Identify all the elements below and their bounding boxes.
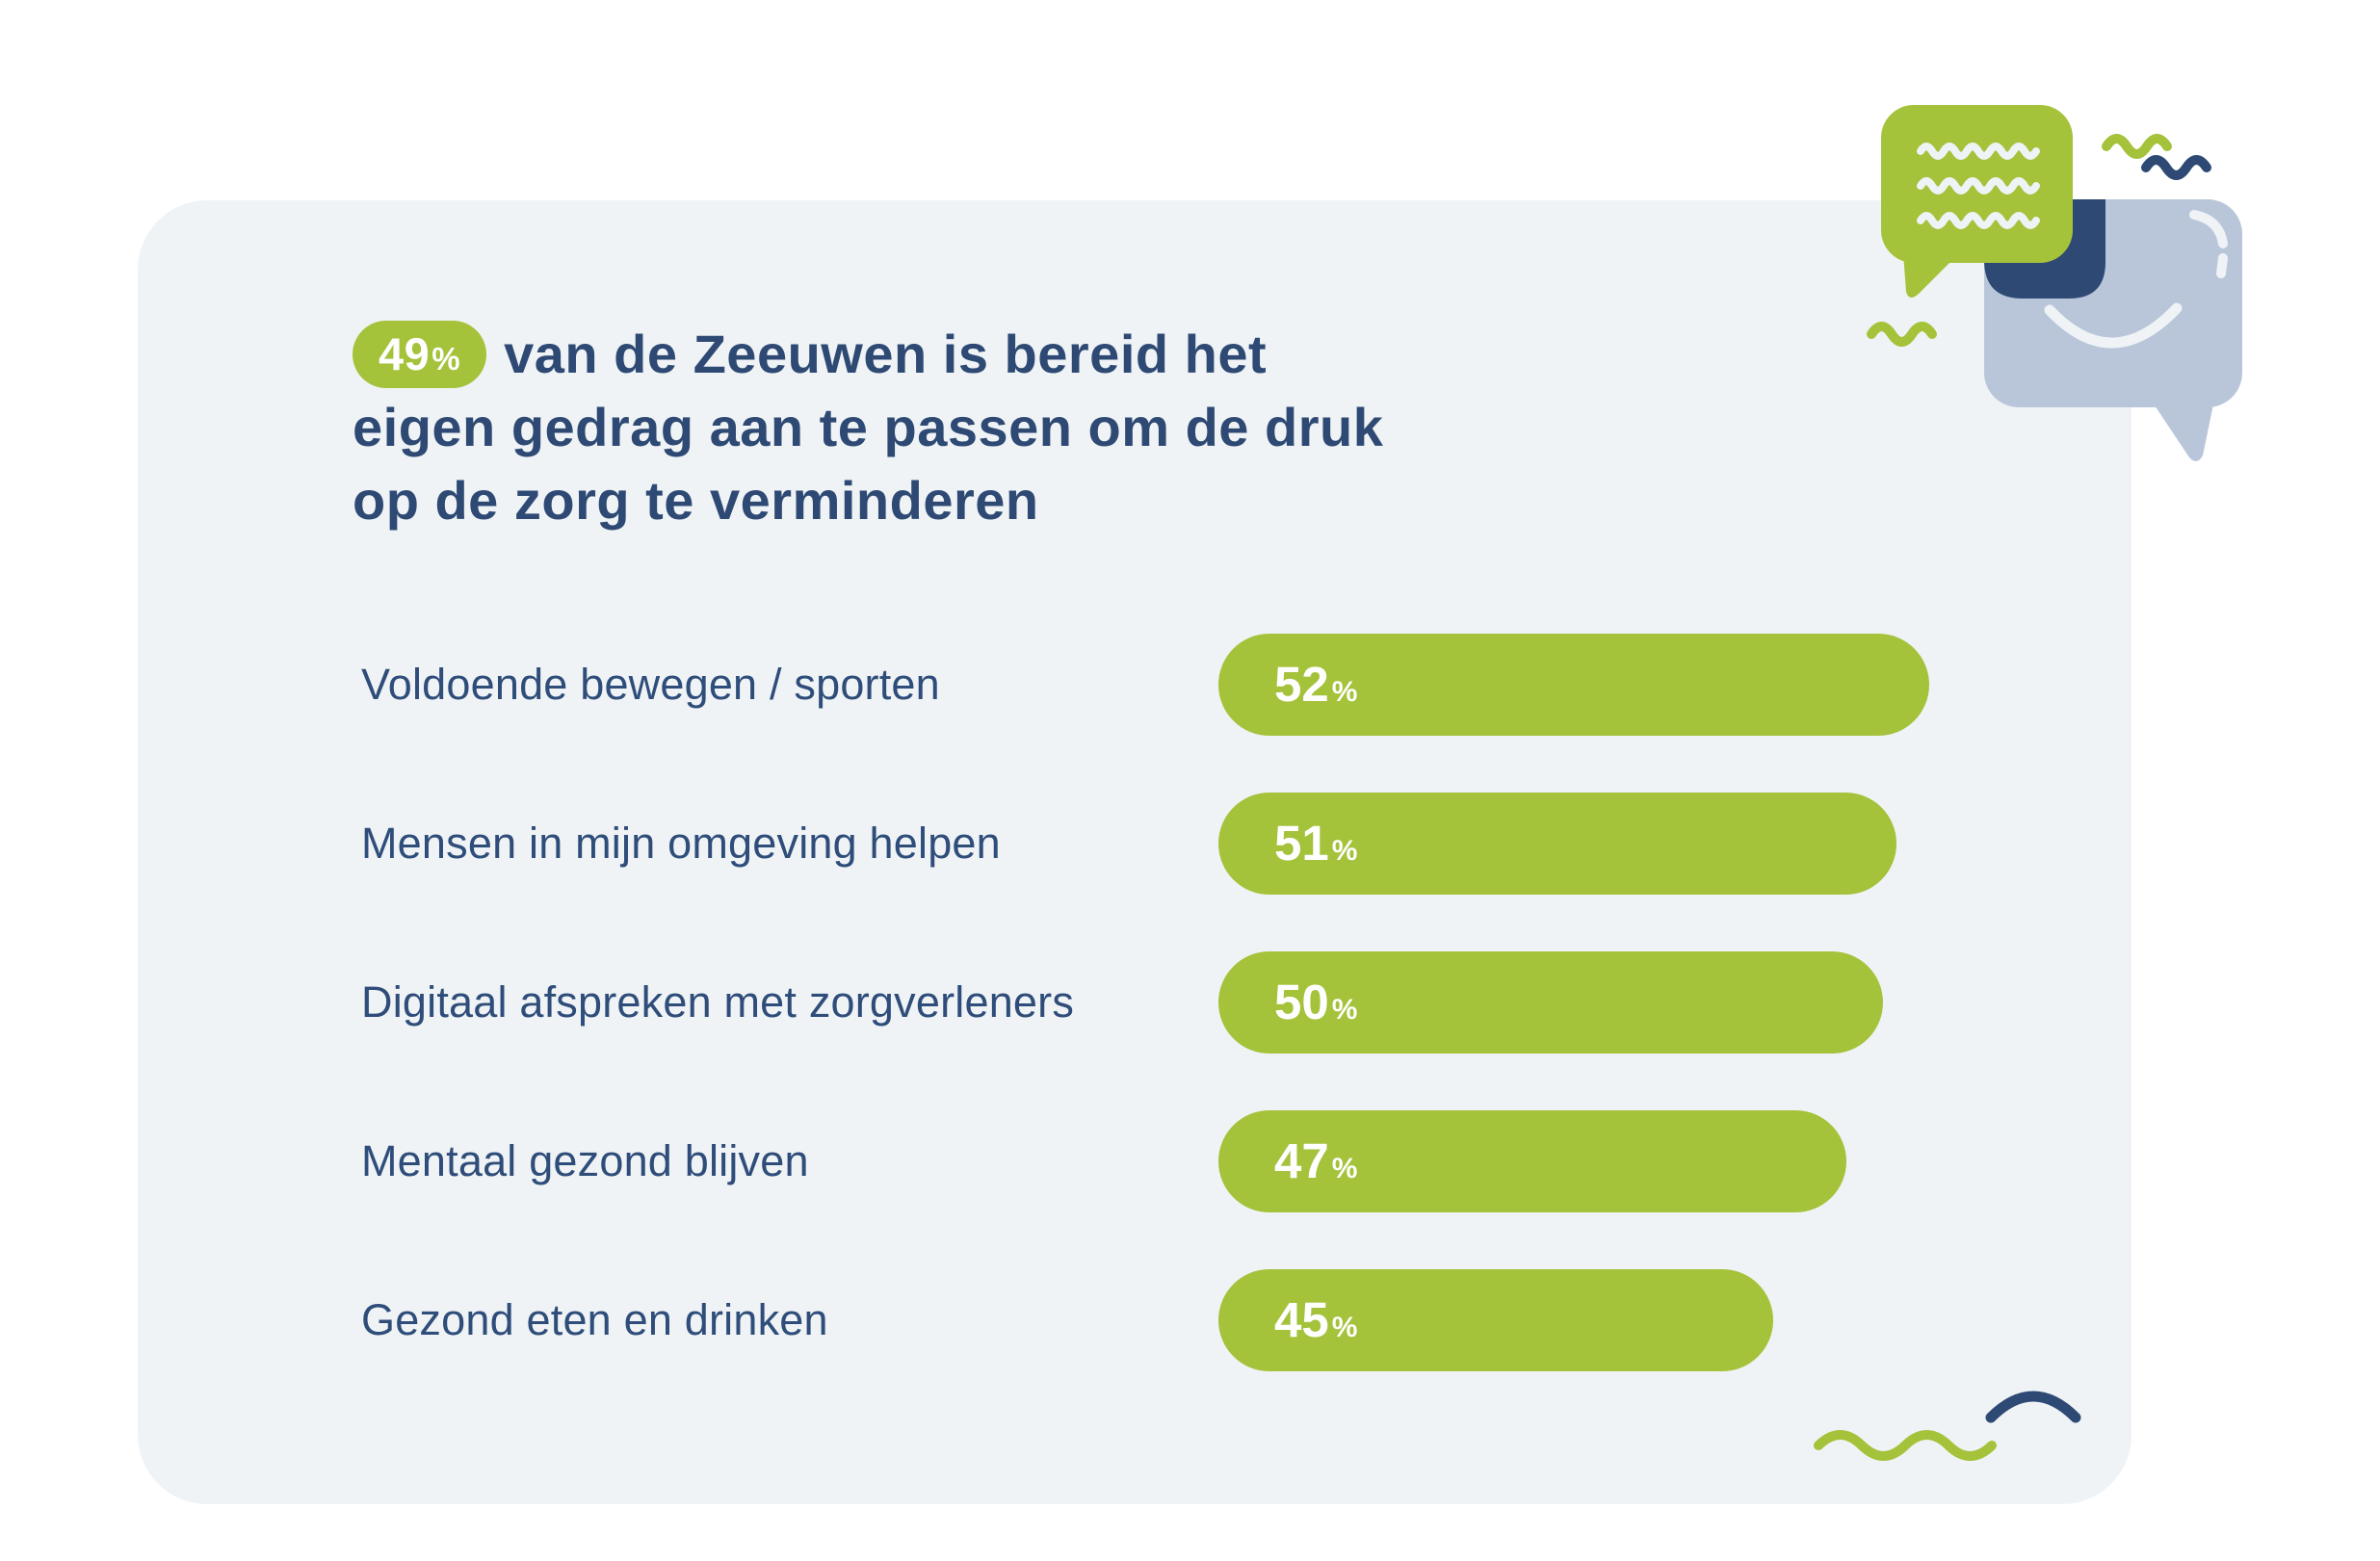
row-label: Mensen in mijn omgeving helpen: [361, 819, 1001, 868]
headline: 49% van de Zeeuwen is bereid het eigen g…: [353, 318, 1749, 537]
bar-percent-sign: %: [1331, 1153, 1358, 1184]
headline-line-3: op de zorg te verminderen: [353, 464, 1749, 537]
headline-text-3: op de zorg te verminderen: [353, 470, 1039, 531]
bar-value: 51: [1274, 816, 1329, 871]
headline-text-1: van de Zeeuwen is bereid het: [504, 324, 1268, 384]
green-bubble-tail: [1903, 253, 1953, 299]
bar-value-text: 52%: [1274, 634, 1357, 736]
squiggle-green-bottom-icon: [1814, 1430, 1997, 1461]
corner-highlight-dash: [2216, 253, 2228, 278]
row-label: Digitaal afspreken met zorgverleners: [361, 977, 1075, 1027]
chart-row: Digitaal afspreken met zorgverleners 50%: [138, 951, 2132, 1054]
headline-text-2: eigen gedrag aan te passen om de druk: [353, 397, 1384, 457]
squiggle-navy-top-icon: [2141, 155, 2211, 180]
row-label: Gezond eten en drinken: [361, 1295, 828, 1344]
row-label: Voldoende bewegen / sporten: [361, 660, 940, 709]
bubble-text-wave-line: [1917, 212, 2040, 229]
bar-percent-sign: %: [1331, 1312, 1358, 1343]
headline-line-1: 49% van de Zeeuwen is bereid het: [353, 318, 1749, 391]
corner-highlight-arc: [2189, 210, 2228, 248]
bar: 52%: [1218, 634, 1929, 736]
badge-value: 49: [379, 328, 431, 379]
bar: 51%: [1218, 793, 1896, 895]
green-speech-bubble: [1881, 105, 2073, 299]
bar-value-text: 51%: [1274, 793, 1357, 895]
badge-percent-sign: %: [432, 341, 461, 377]
chart-row: Mensen in mijn omgeving helpen 51%: [138, 793, 2132, 895]
bottom-squiggles: [1814, 1391, 2081, 1461]
bar-value: 52: [1274, 657, 1329, 712]
chart-row: Gezond eten en drinken 45%: [138, 1269, 2132, 1371]
bar-value: 50: [1274, 975, 1329, 1029]
bubble-text-wave-line: [1917, 143, 2040, 160]
bar-chart: Voldoende bewegen / sporten 52% Mensen i…: [138, 200, 2132, 1504]
gray-bubble-tail: [2151, 400, 2214, 462]
bar-percent-sign: %: [1331, 676, 1358, 708]
chart-row: Voldoende bewegen / sporten 52%: [138, 634, 2132, 736]
squiggle-green-top-icon: [2102, 134, 2172, 159]
squiggle-navy-bottom-icon: [1985, 1391, 2081, 1423]
bar-value: 47: [1274, 1133, 1329, 1188]
bar: 50%: [1218, 951, 1883, 1054]
percentage-badge: 49%: [353, 321, 487, 388]
headline-line-2: eigen gedrag aan te passen om de druk: [353, 391, 1749, 464]
bar-value: 45: [1274, 1292, 1329, 1347]
bar: 45%: [1218, 1269, 1773, 1371]
bar: 47%: [1218, 1110, 1846, 1212]
bar-value-text: 50%: [1274, 951, 1357, 1054]
infographic-card: 49% van de Zeeuwen is bereid het eigen g…: [138, 200, 2132, 1504]
squiggle-green-left-icon: [1867, 322, 1937, 347]
row-label: Mentaal gezond blijven: [361, 1136, 809, 1185]
bar-value-text: 45%: [1274, 1269, 1357, 1371]
chat-bubbles-illustration: [1867, 105, 2242, 462]
bubble-text-wave-line: [1917, 177, 2040, 195]
bar-percent-sign: %: [1331, 994, 1358, 1026]
chart-row: Mentaal gezond blijven 47%: [138, 1110, 2132, 1212]
bar-percent-sign: %: [1331, 835, 1358, 867]
bar-value-text: 47%: [1274, 1110, 1357, 1212]
smile-line: [2044, 302, 2183, 349]
